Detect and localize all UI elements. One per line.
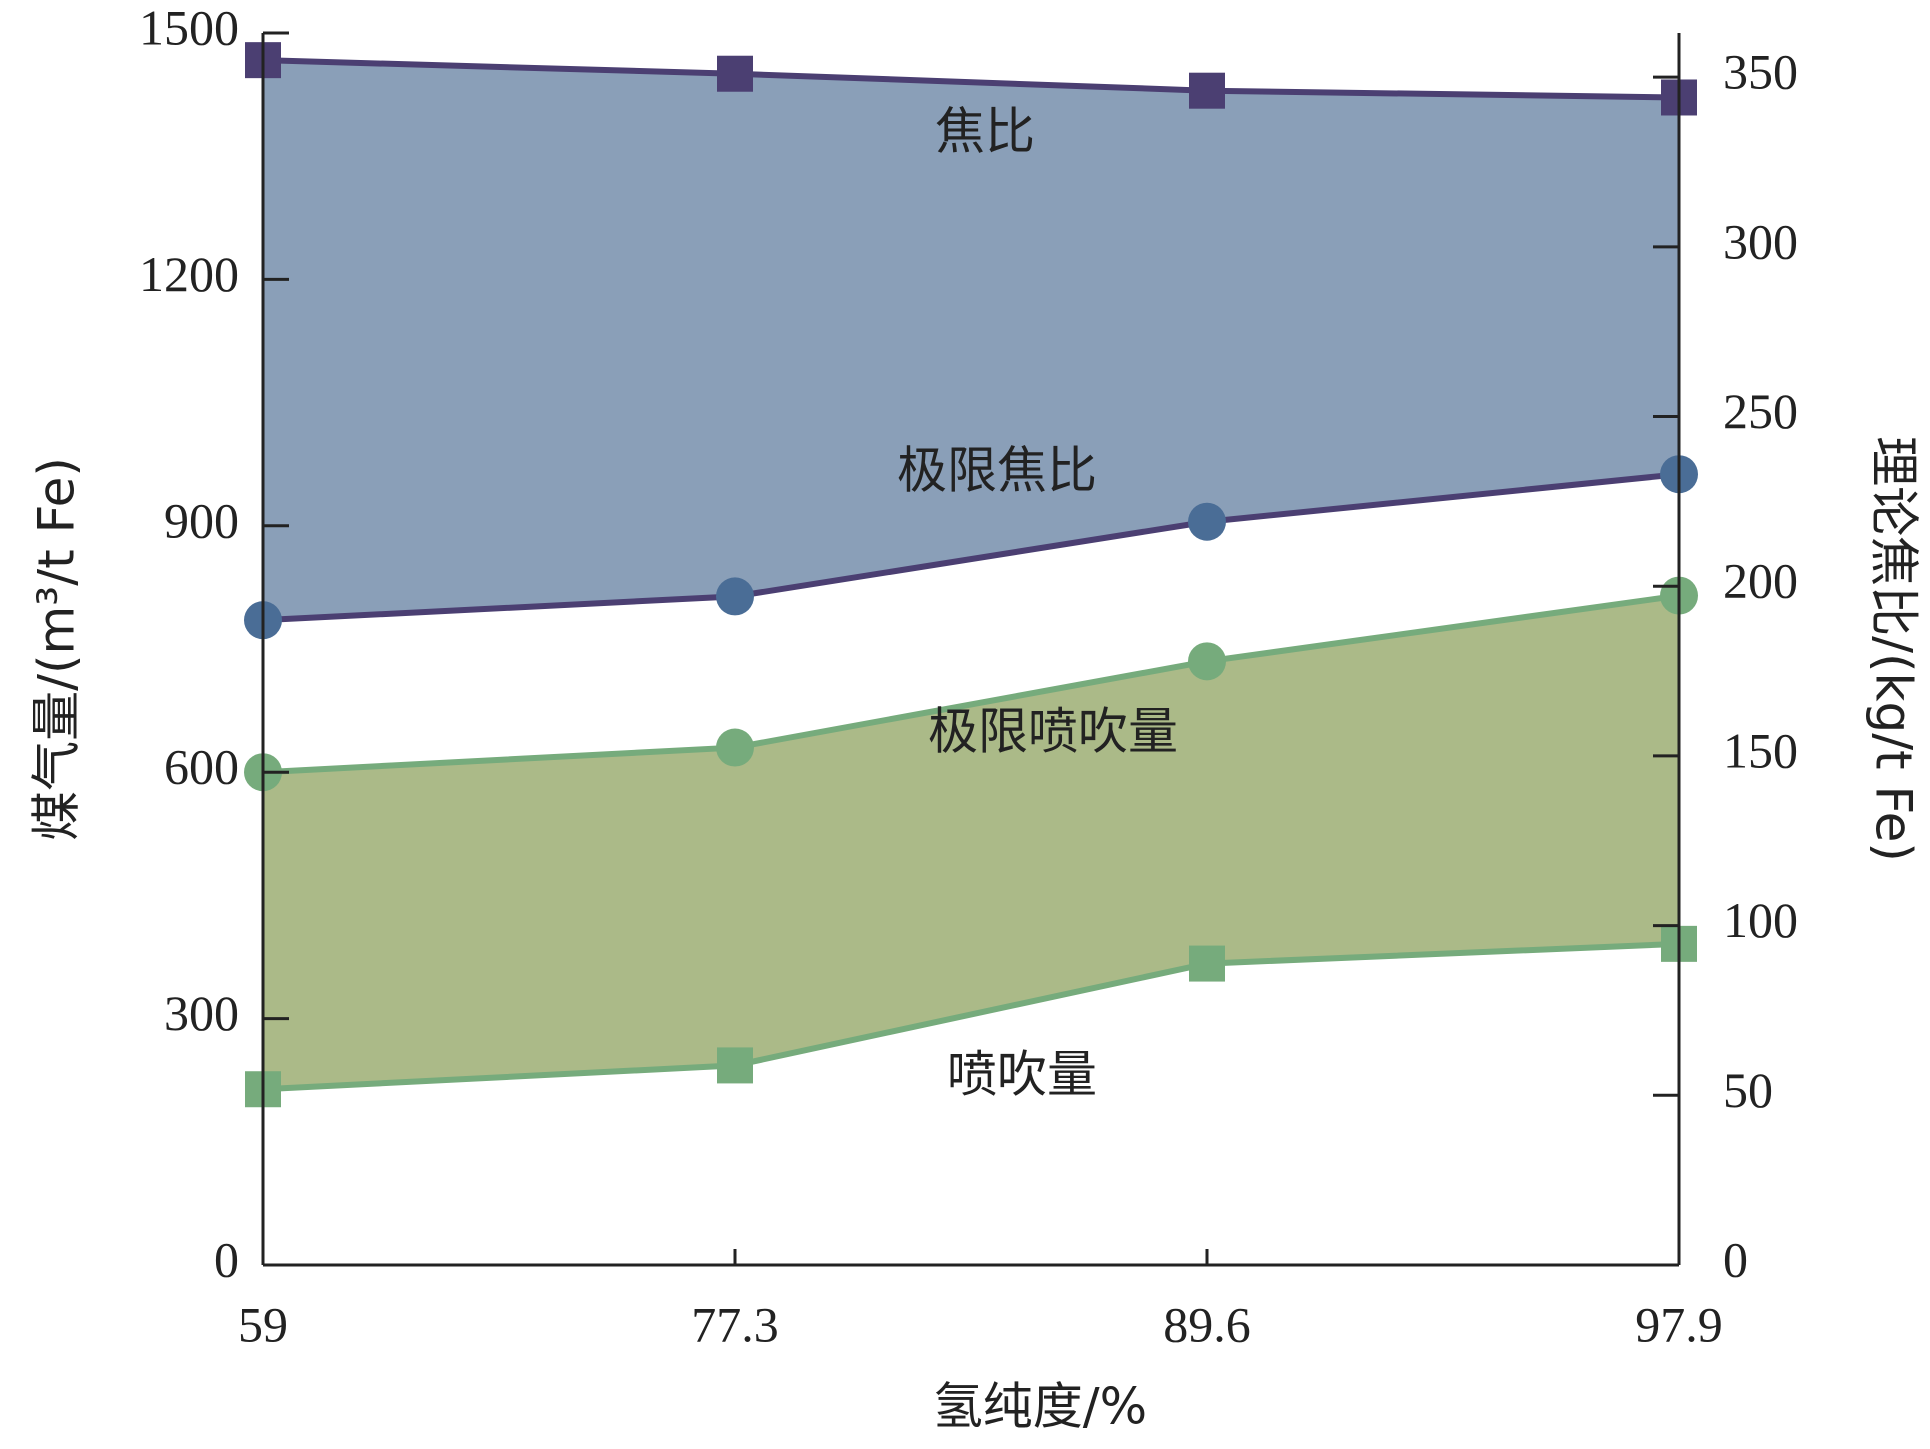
series-annotation: 焦比 bbox=[935, 103, 1035, 161]
y2-tick-label: 50 bbox=[1723, 1062, 1773, 1118]
fills bbox=[263, 60, 1679, 1090]
lines bbox=[262, 57, 1680, 1093]
y2-tick-label: 300 bbox=[1723, 213, 1798, 269]
series-line bbox=[262, 592, 1680, 776]
marker bbox=[716, 577, 754, 616]
y2-axis-title: 理论焦比/(kg/t Fe) bbox=[1865, 436, 1923, 862]
marker bbox=[717, 55, 753, 92]
y-tick-label: 1200 bbox=[139, 246, 239, 302]
y2-tick-label: 0 bbox=[1723, 1231, 1748, 1287]
marker bbox=[1189, 945, 1225, 982]
x-tick-label: 59 bbox=[238, 1296, 288, 1352]
y2-tick-label: 150 bbox=[1723, 722, 1798, 778]
series-annotation: 极限焦比 bbox=[897, 442, 1097, 500]
band-fill bbox=[263, 595, 1679, 1090]
series-line bbox=[262, 57, 1680, 101]
y-tick-label: 900 bbox=[164, 492, 239, 548]
x-tick-label: 97.9 bbox=[1635, 1296, 1723, 1352]
marker bbox=[1188, 502, 1226, 541]
marker bbox=[717, 1047, 753, 1084]
series-annotation: 喷吹量 bbox=[947, 1046, 1097, 1104]
series-line bbox=[262, 471, 1680, 624]
marker bbox=[716, 728, 754, 767]
y2-tick-label: 200 bbox=[1723, 553, 1798, 609]
marker bbox=[1189, 72, 1225, 109]
y2-tick-label: 350 bbox=[1723, 44, 1798, 100]
y-tick-label: 1500 bbox=[139, 0, 239, 55]
y2-tick-label: 100 bbox=[1723, 892, 1798, 948]
x-tick-label: 77.3 bbox=[691, 1296, 779, 1352]
y-axis-title: 煤气量/(m³/t Fe) bbox=[28, 457, 86, 841]
marker bbox=[1188, 642, 1226, 681]
x-tick-label: 89.6 bbox=[1163, 1296, 1251, 1352]
y2-tick-label: 250 bbox=[1723, 383, 1798, 439]
band-fill bbox=[263, 60, 1679, 621]
x-axis-title: 氢纯度/% bbox=[933, 1378, 1147, 1436]
series-line bbox=[262, 940, 1680, 1093]
y-tick-label: 300 bbox=[164, 985, 239, 1041]
y-tick-label: 600 bbox=[164, 739, 239, 795]
series-annotation: 极限喷吹量 bbox=[928, 703, 1178, 761]
y-tick-label: 0 bbox=[214, 1231, 239, 1287]
